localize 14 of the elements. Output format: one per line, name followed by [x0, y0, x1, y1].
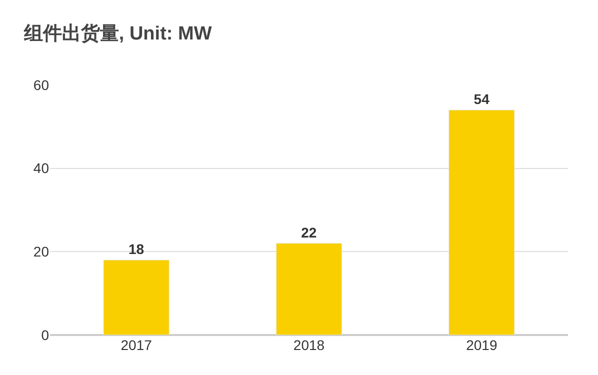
- bar: [448, 110, 515, 335]
- x-tick-label: 2019: [466, 337, 498, 353]
- bar: [276, 243, 342, 335]
- data-label: 22: [301, 224, 317, 240]
- data-label: 18: [128, 241, 144, 257]
- y-tick-label: 0: [41, 326, 50, 343]
- y-tick-label: 20: [33, 244, 50, 260]
- x-tick-label: 2017: [120, 337, 152, 353]
- chart-title: 组件出货量, Unit: MW: [22, 22, 212, 45]
- y-tick-label: 60: [33, 76, 50, 93]
- bar: [103, 260, 170, 335]
- x-tick-label: 2018: [293, 337, 325, 353]
- y-tick-label: 40: [33, 160, 50, 176]
- data-label: 54: [474, 91, 490, 107]
